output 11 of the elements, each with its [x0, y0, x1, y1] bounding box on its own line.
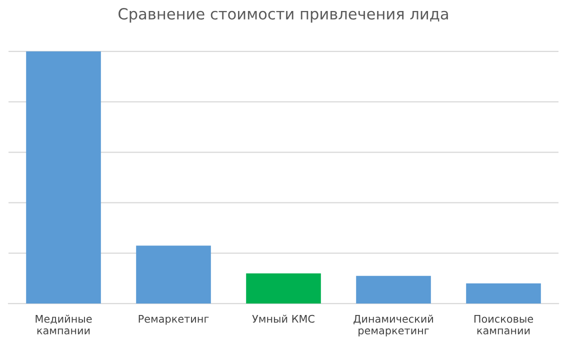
x-tick-label: Ремаркетинг	[138, 315, 209, 325]
bar	[26, 51, 101, 304]
bar	[356, 276, 431, 304]
x-tick-label: Динамический ремаркетинг	[354, 314, 433, 336]
bar	[246, 273, 321, 304]
x-tick-label: Медийные кампании	[36, 314, 92, 334]
chart-title: Сравнение стоимости привлечения лида	[118, 8, 448, 23]
bar	[136, 246, 211, 304]
x-tick-label: Умный КМС	[252, 314, 314, 323]
bar	[466, 283, 541, 304]
x-tick-label: Поисковые кампании	[474, 315, 534, 334]
